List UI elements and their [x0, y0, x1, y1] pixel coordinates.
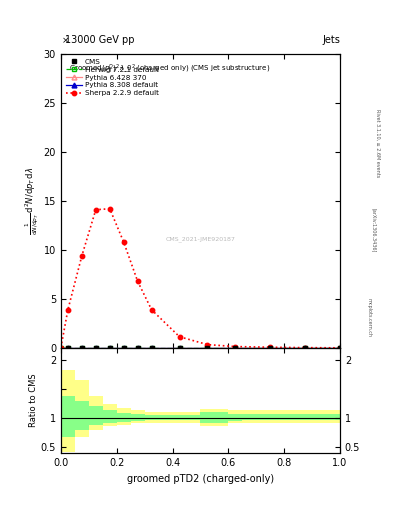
Text: Rivet 3.1.10, ≥ 2.6M events: Rivet 3.1.10, ≥ 2.6M events: [376, 109, 380, 178]
Text: CMS_2021-JME920187: CMS_2021-JME920187: [165, 237, 235, 242]
Text: [arXiv:1306.3436]: [arXiv:1306.3436]: [371, 208, 376, 252]
Y-axis label: $\frac{1}{\mathrm{d}N/\mathrm{d}p_T}\,\mathrm{d}^2N/\mathrm{d}p_T\,\mathrm{d}\la: $\frac{1}{\mathrm{d}N/\mathrm{d}p_T}\,\m…: [24, 167, 41, 235]
Y-axis label: Ratio to CMS: Ratio to CMS: [29, 374, 38, 428]
Text: Jets: Jets: [322, 35, 340, 45]
X-axis label: groomed pTD2 (charged-only): groomed pTD2 (charged-only): [127, 474, 274, 483]
Text: Groomed$(p_T^D)^2\lambda\_0^2$ (charged only) (CMS jet substructure): Groomed$(p_T^D)^2\lambda\_0^2$ (charged …: [69, 62, 270, 76]
Text: 13000 GeV pp: 13000 GeV pp: [65, 35, 134, 45]
Text: mcplots.cern.ch: mcplots.cern.ch: [366, 298, 371, 337]
Legend: CMS, Herwig 7.2.1 default, Pythia 6.428 370, Pythia 8.308 default, Sherpa 2.2.9 : CMS, Herwig 7.2.1 default, Pythia 6.428 …: [64, 57, 160, 98]
Text: $\times$: $\times$: [61, 36, 69, 45]
